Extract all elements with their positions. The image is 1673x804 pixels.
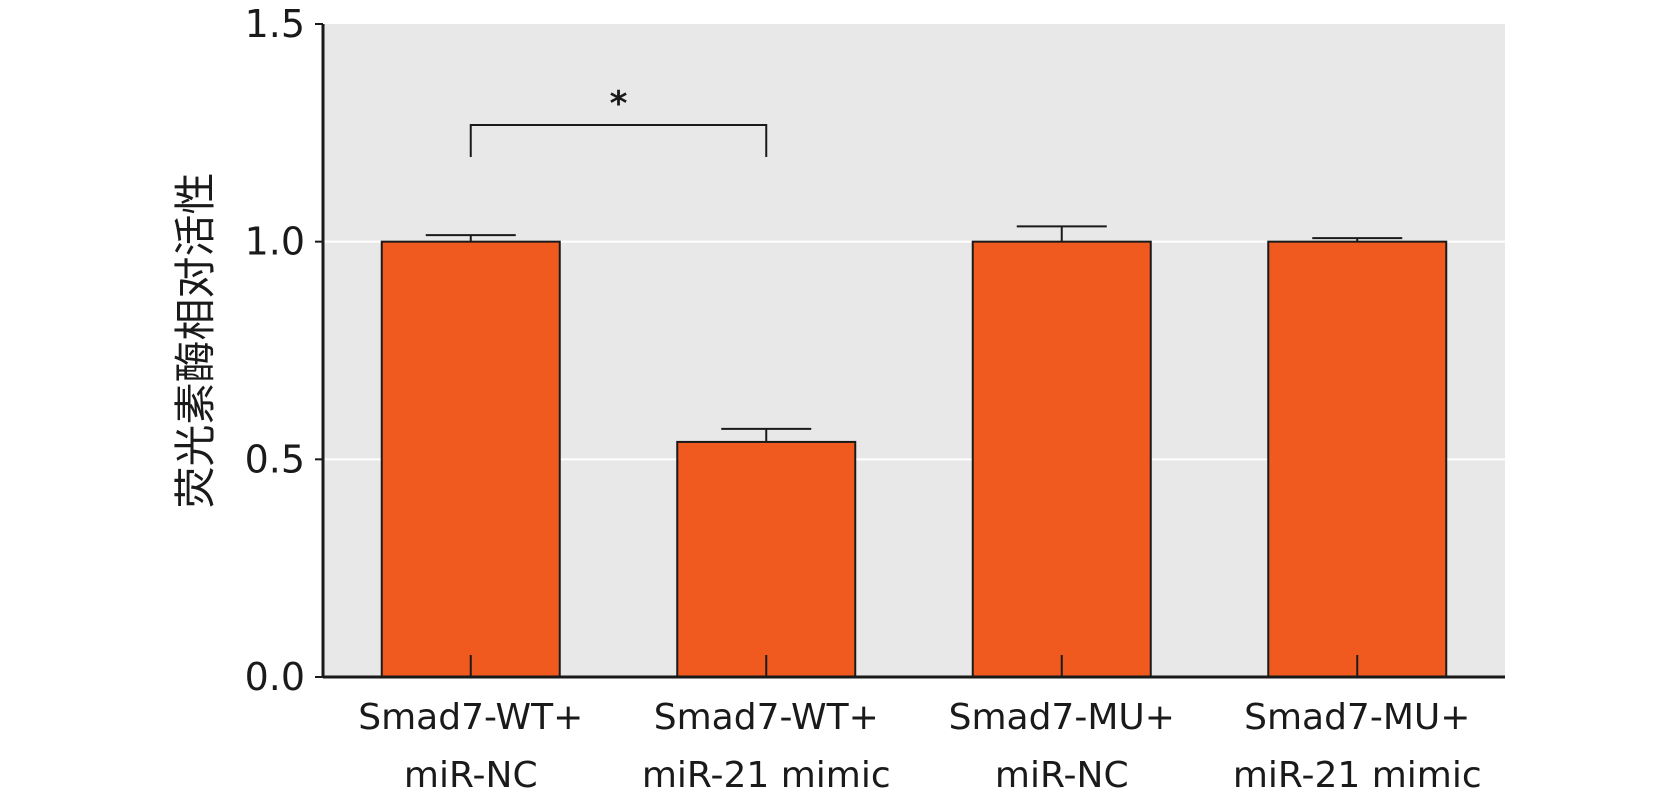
x-tick-label: miR-NC [404,755,538,796]
y-tick-label: 1.0 [245,220,305,264]
x-tick-label: Smad7-MU+ [1244,697,1470,738]
bar [676,440,857,679]
y-tick-labels: 0.0 0.5 1.0 1.5 [245,2,323,699]
y-tick-label: 1.5 [245,2,305,46]
significance-annotations: * [469,84,768,157]
x-tick-label: Smad7-MU+ [949,697,1175,738]
bar [971,240,1152,679]
x-tick-label: Smad7-WT+ [358,697,583,738]
y-tick-label: 0.5 [245,437,305,481]
x-tick-label: miR-21 mimic [1233,755,1482,796]
x-tick-labels: Smad7-WT+ miR-NC Smad7-WT+ miR-21 mimic Smad… [358,697,1481,796]
significance-bracket [469,124,768,157]
x-tick-label: miR-21 mimic [642,755,891,796]
significance-label: * [610,84,628,124]
bars [380,240,1448,679]
axes [321,24,1505,679]
y-axis-title: 荧光素酶相对活性 [171,172,220,508]
x-tick-label: Smad7-WT+ [654,697,879,738]
bar [1267,240,1448,679]
bar [380,240,561,679]
x-tick-label: miR-NC [995,755,1129,796]
error-bars [425,225,1403,677]
y-tick-label: 0.0 [245,655,305,699]
